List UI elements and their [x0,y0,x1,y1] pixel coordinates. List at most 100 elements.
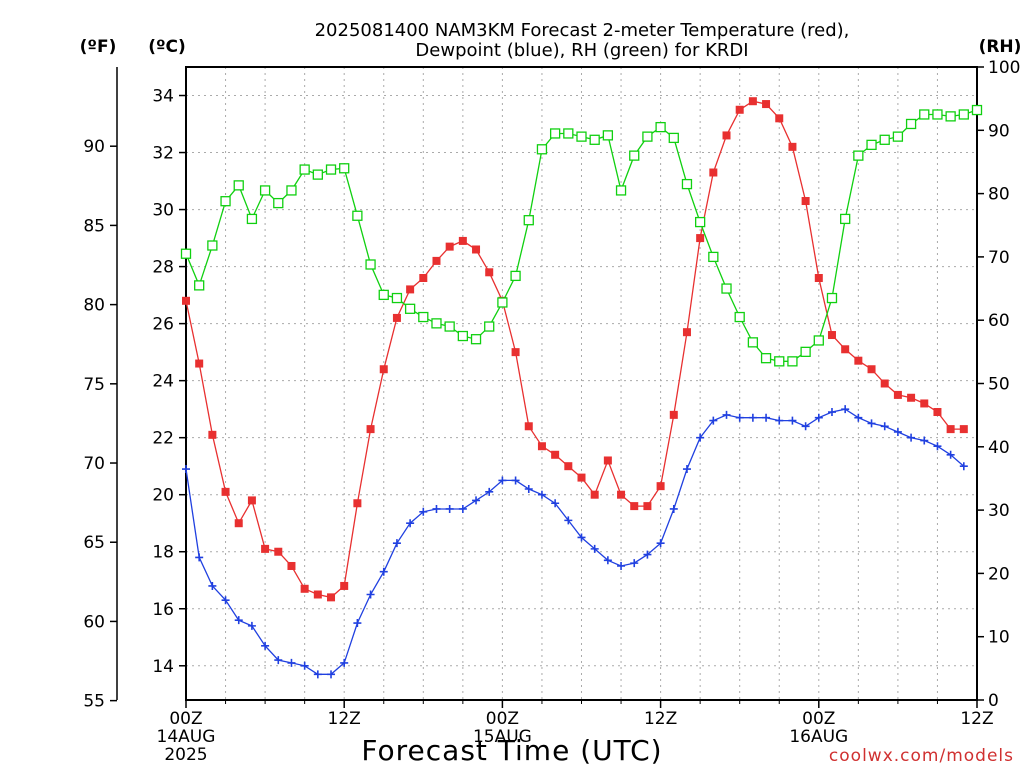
rh-tick-label: 40 [988,438,1010,458]
temperature-point [682,328,691,337]
rh-point [207,240,218,251]
x-tick-date-label: 16AUG [789,727,848,747]
rh-point [286,185,297,196]
rh-point [971,104,983,116]
dewpoint-point [247,621,256,630]
rh-tick-label: 100 [988,58,1020,78]
rh-point [378,289,389,301]
temperature-point [959,425,968,434]
dewpoint-point [300,661,309,670]
fahrenheit-tick-label: 55 [83,692,105,712]
dewpoint-point [564,516,573,525]
rh-point [681,178,693,190]
rh-point [708,251,719,263]
temperature-point [261,544,270,553]
dewpoint-point [524,485,533,493]
rh-tick-label: 60 [988,311,1010,331]
rh-point [932,109,943,120]
dewpoint-point [287,658,296,667]
dewpoint-point [643,550,652,559]
credit-label: coolwx.com/models [829,746,1014,766]
rh-tick-label: 30 [988,501,1010,521]
rh-point [510,270,521,282]
rh-tick-label: 50 [988,375,1010,395]
temperature-point [287,561,296,570]
dewpoint-point [867,419,876,428]
rh-point [233,180,244,191]
rh-point [299,164,310,175]
dewpoint-point [854,413,863,422]
dewpoint-point [485,487,494,496]
dewpoint-point [814,413,823,422]
celsius-tick-label: 24 [152,372,174,392]
dewpoint-point [313,670,322,679]
temperature-point [590,490,599,499]
temperature-point [392,313,401,322]
celsius-tick-label: 34 [152,87,174,107]
rh-point [695,216,706,228]
rh-point [853,150,864,161]
rh-point [589,134,600,145]
temperature-point [366,425,375,434]
dewpoint-point [458,504,467,513]
temperature-point [617,490,626,499]
celsius-tick-label: 14 [152,657,174,677]
dewpoint-point [537,490,546,499]
celsius-tick-label: 30 [152,201,174,221]
x-tick-label: 00Z [486,709,519,729]
temperature-point [577,473,586,482]
temperature-point [722,131,731,140]
temperature-point [208,430,217,439]
dewpoint-point [182,465,190,474]
fahrenheit-tick-label: 75 [83,375,105,395]
rh-tick-label: 20 [988,564,1010,584]
rh-point [787,356,798,367]
rh-point [444,321,455,332]
x-axis-title: Forecast Time (UTC) [361,734,662,767]
temperature-point [432,256,441,265]
temperature-point [564,462,573,471]
temperature-point [748,97,757,106]
rh-point [194,280,205,291]
dewpoint-point [392,539,401,548]
rh-point [655,121,666,133]
axes-layer: 1416182022242628303234556065707580859001… [83,58,1020,765]
dewpoint-point [577,533,586,542]
x-tick-label: 12Z [644,709,677,729]
dewpoint-point [709,416,718,425]
grid-layer [186,67,977,700]
rh-point [576,131,587,142]
temperature-point [485,268,494,277]
rh-point [905,118,917,130]
dewpoint-point [221,596,230,605]
rh-point [470,334,482,345]
celsius-tick-label: 22 [152,429,174,449]
rh-point [958,109,969,120]
temperature-point [801,197,810,206]
dewpoint-series-line [185,408,965,675]
x-tick-date-label: 14AUG [157,727,216,747]
dewpoint-point [603,556,612,565]
series-layer [180,97,983,679]
rh-tick-label: 10 [988,628,1010,648]
temperature-point [458,236,467,245]
fahrenheit-unit-label: (ºF) [80,37,117,57]
rh-point [734,311,745,323]
dewpoint-point [234,616,243,625]
temperature-point [630,502,639,511]
temperature-point [340,581,349,590]
rh-tick-label: 70 [988,248,1010,268]
temperature-point [880,379,889,388]
rh-point [246,213,258,225]
temperature-point [472,245,481,254]
rh-point [484,321,495,332]
temperature-point [867,365,876,374]
rh-tick-label: 0 [988,691,999,711]
rh-point [879,134,890,145]
temperature-point [841,345,850,354]
dewpoint-point [590,544,599,553]
x-tick-label: 00Z [169,709,202,729]
temperature-point [511,348,520,357]
